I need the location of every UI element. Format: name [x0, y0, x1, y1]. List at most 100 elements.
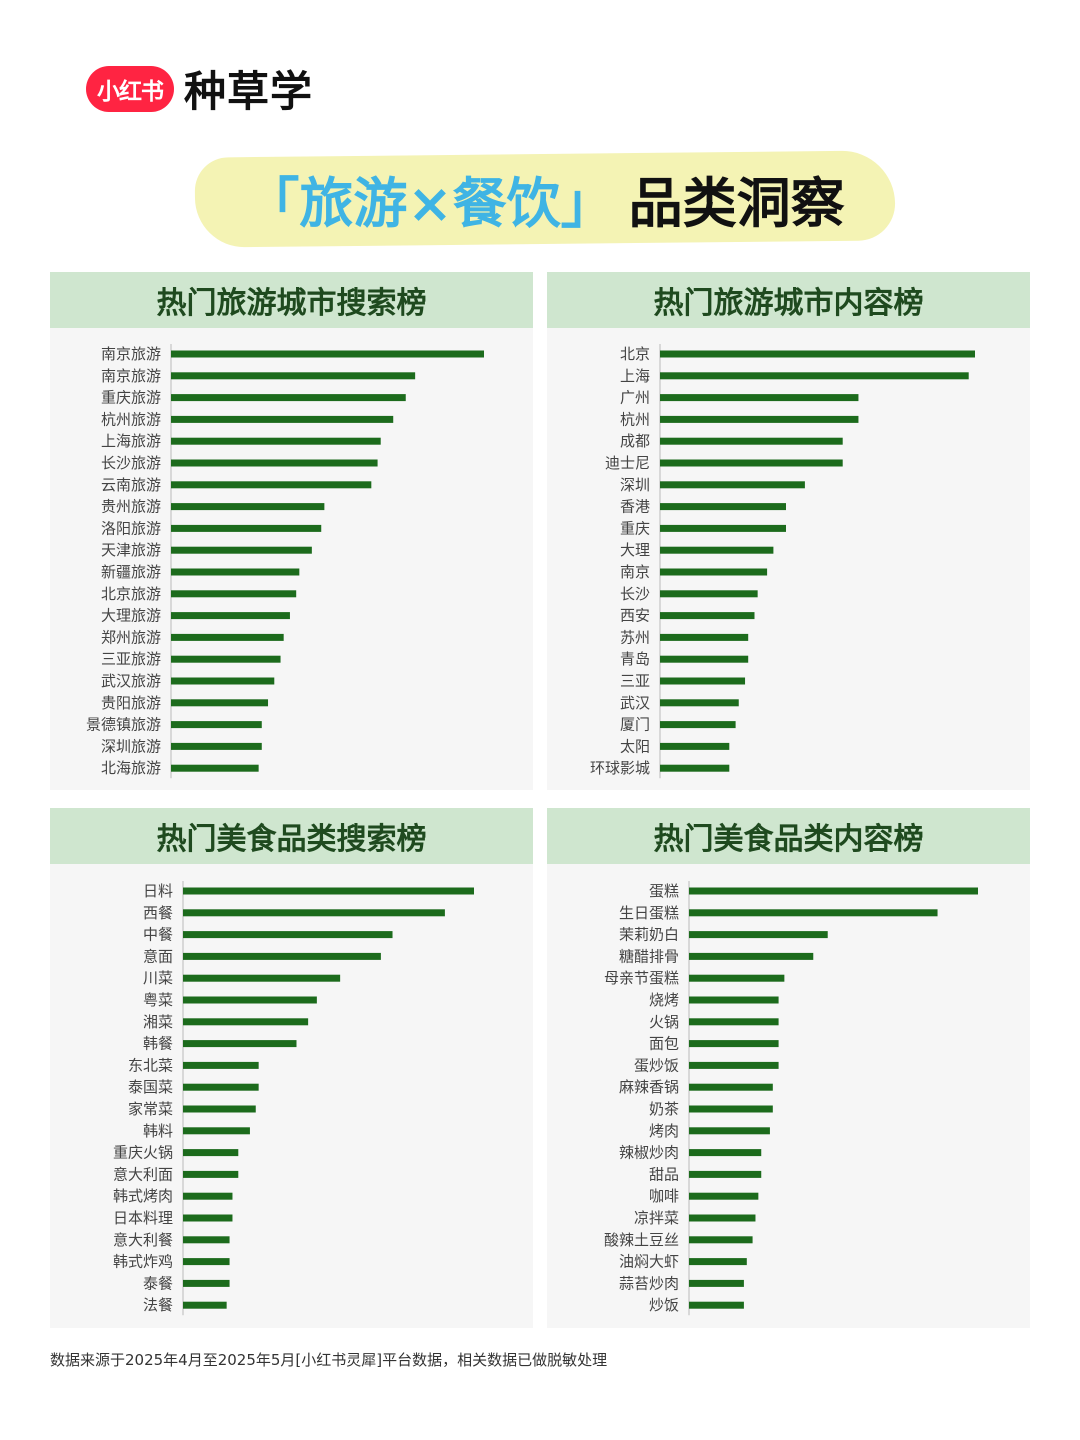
- tick-label: 辣椒炒肉: [619, 1144, 679, 1162]
- bar: [689, 1040, 779, 1048]
- bar: [183, 1040, 297, 1048]
- bar: [660, 459, 843, 467]
- bar: [171, 524, 322, 532]
- bar: [660, 546, 774, 554]
- tick-label: 大理: [620, 541, 650, 559]
- tick-label: 重庆旅游: [101, 389, 161, 407]
- bar: [689, 1301, 744, 1309]
- tick-label: 茉莉奶白: [619, 926, 679, 944]
- tick-label: 蛋炒饭: [634, 1056, 679, 1074]
- panel-travel-search: 热门旅游城市搜索榜 南京旅游 南京旅游 重庆旅游 杭州旅游 上海旅游 长沙旅游 云南旅游 贵州…: [50, 272, 533, 790]
- tick-label: 杭州: [620, 410, 650, 428]
- bar: [689, 1214, 756, 1222]
- bar: [183, 909, 445, 917]
- tick-label: 太阳: [620, 737, 650, 755]
- tick-label: 贵阳旅游: [101, 694, 161, 712]
- bar: [660, 633, 749, 641]
- brand: 小红书 种草学: [86, 58, 313, 119]
- bar: [660, 699, 739, 707]
- tick-label: 韩式炸鸡: [113, 1253, 173, 1271]
- bar: [689, 1192, 759, 1200]
- tick-label: 泰国菜: [128, 1078, 173, 1096]
- tick-label: 日料: [143, 882, 173, 900]
- chart-travel-content: 北京上海广州杭州成都迪士尼深圳香港重庆大理南京长沙西安苏州青岛三亚武汉厦门太阳环…: [590, 344, 975, 779]
- tick-label: 油焖大虾: [619, 1253, 679, 1271]
- panel-travel-content: 热门旅游城市内容榜 北京 上海 广州 杭州 成都 迪士尼 深圳 香港 重庆 大理 南京 长沙 西安 苏州青…: [547, 272, 1030, 790]
- bar: [689, 909, 938, 917]
- bar: [171, 372, 416, 380]
- tick-label: 意大利面: [113, 1165, 173, 1183]
- tick-label: 烧烤: [649, 991, 679, 1009]
- bar: [660, 437, 843, 445]
- tick-label: 中餐: [143, 926, 173, 944]
- bar: [660, 742, 730, 750]
- chart-food-content: 蛋糕生日蛋糕茉莉奶白糖醋排骨母亲节蛋糕烧烤火锅面包蛋炒饭麻辣香锅奶茶烤肉辣椒炒肉…: [604, 881, 978, 1316]
- panel-title: 热门旅游城市搜索榜: [50, 272, 533, 328]
- bar: [689, 1061, 779, 1069]
- bar: [660, 503, 786, 511]
- bar: [660, 568, 768, 576]
- tick-label: 母亲节蛋糕: [604, 969, 679, 987]
- bar: [171, 633, 284, 641]
- bar: [689, 887, 978, 895]
- bar: [171, 655, 281, 663]
- tick-label: 东北菜: [128, 1056, 173, 1074]
- bar: [689, 996, 779, 1004]
- tick-label: 青岛: [620, 650, 650, 668]
- bar: [183, 1214, 233, 1222]
- bar: [689, 1279, 744, 1287]
- bar: [183, 952, 381, 960]
- brand-logo: 小红书: [86, 65, 174, 112]
- bar: [660, 524, 786, 532]
- tick-label: 三亚旅游: [101, 650, 161, 668]
- bar: [660, 655, 749, 663]
- bar: [183, 1258, 230, 1266]
- bar: [171, 394, 406, 402]
- tick-label: 意大利餐: [113, 1231, 173, 1249]
- tick-label: 天津旅游: [101, 541, 161, 559]
- tick-label: 湘菜: [143, 1013, 173, 1031]
- tick-label: 日本料理: [113, 1209, 173, 1227]
- tick-label: 酸辣土豆丝: [604, 1231, 679, 1249]
- panel-food-content: 热门美食品类内容榜 蛋糕 生日蛋糕 茉莉奶白 糖醋排骨 母亲节蛋糕 烧烤 火锅 面包 蛋炒饭 麻辣…: [547, 808, 1030, 1328]
- bar: [171, 677, 275, 685]
- bar: [660, 394, 859, 402]
- bar: [171, 415, 394, 423]
- tick-label: 家常菜: [128, 1100, 173, 1118]
- bar: [171, 612, 290, 620]
- bar: [689, 974, 785, 982]
- tick-label: 南京旅游: [101, 345, 161, 363]
- bar: [689, 1127, 770, 1135]
- tick-label: 重庆: [620, 519, 650, 537]
- bar: [660, 372, 969, 380]
- bar: [183, 1236, 230, 1244]
- bar: [689, 931, 828, 939]
- footnote: 数据来源于2025年4月至2025年5月[小红书灵犀]平台数据，相关数据已做脱敏…: [50, 1351, 608, 1369]
- bar: [183, 1149, 239, 1157]
- panel-title: 热门美食品类搜索榜: [50, 808, 533, 864]
- bar: [183, 887, 474, 895]
- tick-label: 泰餐: [143, 1274, 173, 1292]
- bar: [171, 546, 312, 554]
- tick-label: 火锅: [649, 1013, 679, 1031]
- bar: [689, 1105, 773, 1113]
- tick-label: 麻辣香锅: [619, 1078, 679, 1096]
- tick-label: 生日蛋糕: [619, 904, 679, 922]
- tick-label: 广州: [620, 389, 650, 407]
- page-title: 「旅游×餐饮」 品类洞察: [194, 150, 896, 248]
- panel-food-search: 热门美食品类搜索榜 日料 西餐 中餐 意面 川菜 粤菜 湘菜 韩餐 东北菜 泰国菜 家常菜 韩料 重庆火…: [50, 808, 533, 1328]
- tick-label: 南京: [620, 563, 650, 581]
- bar: [689, 1149, 762, 1157]
- bar: [660, 677, 746, 685]
- tick-label: 西餐: [143, 904, 173, 922]
- tick-label: 三亚: [620, 672, 650, 690]
- tick-label: 法餐: [143, 1296, 173, 1314]
- tick-label: 蛋糕: [649, 882, 679, 900]
- tick-label: 烤肉: [649, 1122, 679, 1140]
- bar: [183, 931, 393, 939]
- chart-travel-search: 南京旅游南京旅游重庆旅游杭州旅游上海旅游长沙旅游云南旅游贵州旅游洛阳旅游天津旅游…: [86, 344, 484, 779]
- tick-label: 苏州: [620, 628, 650, 646]
- bar: [183, 1170, 239, 1178]
- bar: [183, 1105, 256, 1113]
- bar: [183, 1061, 259, 1069]
